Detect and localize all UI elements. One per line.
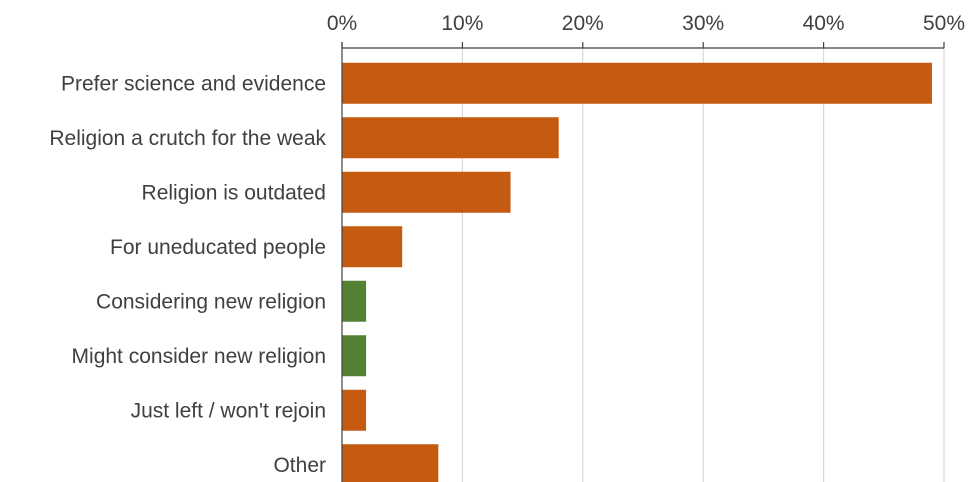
axes bbox=[341, 42, 945, 482]
category-label: Religion is outdated bbox=[142, 181, 326, 204]
x-tick-label: 20% bbox=[562, 12, 604, 35]
category-label: Considering new religion bbox=[96, 290, 326, 313]
bar bbox=[342, 280, 367, 322]
x-tick-label: 40% bbox=[803, 12, 845, 35]
category-label: Prefer science and evidence bbox=[61, 72, 326, 95]
bar bbox=[342, 171, 511, 213]
x-tick-label: 10% bbox=[441, 12, 483, 35]
category-label: Other bbox=[273, 454, 326, 477]
bar bbox=[342, 389, 367, 431]
bar bbox=[342, 62, 932, 104]
bar bbox=[342, 335, 367, 377]
x-tick-label: 30% bbox=[682, 12, 724, 35]
gridlines bbox=[461, 48, 945, 482]
bar bbox=[342, 444, 439, 482]
labels: 0% 10% 20% 30% 40% 50% Prefer science and evid… bbox=[49, 12, 965, 477]
x-tick-label: 50% bbox=[923, 12, 965, 35]
bar bbox=[342, 117, 559, 159]
category-label: For uneducated people bbox=[110, 236, 326, 259]
bar bbox=[342, 226, 403, 268]
category-label: Might consider new religion bbox=[72, 345, 326, 368]
bars bbox=[342, 62, 932, 482]
category-label: Just left / won't rejoin bbox=[131, 399, 326, 422]
x-tick-label: 0% bbox=[327, 12, 357, 35]
category-label: Religion a crutch for the weak bbox=[49, 127, 326, 150]
